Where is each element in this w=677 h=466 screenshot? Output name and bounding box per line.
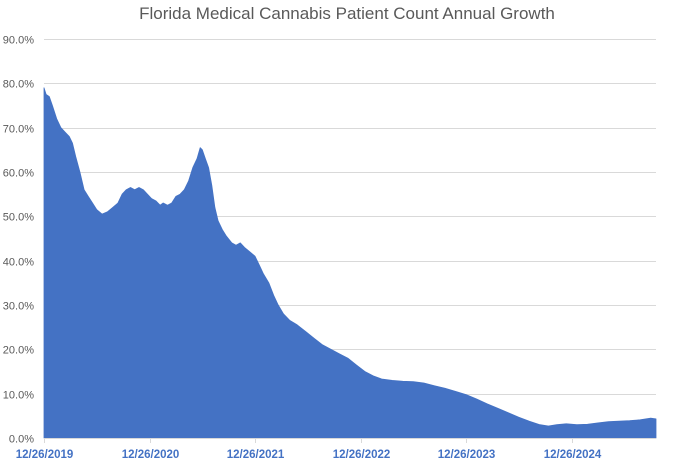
y-tick-label: 80.0%: [3, 79, 34, 91]
y-tick-label: 30.0%: [3, 301, 34, 313]
y-tick-label: 20.0%: [3, 345, 34, 357]
x-tick-label: 12/26/2023: [438, 449, 496, 461]
y-tick-label: 10.0%: [3, 390, 34, 402]
x-tick-label: 12/26/2021: [227, 449, 285, 461]
x-tick-label: 12/26/2022: [333, 449, 391, 461]
y-tick-label: 40.0%: [3, 257, 34, 269]
y-tick-label: 60.0%: [3, 168, 34, 180]
y-tick-label: 50.0%: [3, 212, 34, 224]
y-tick-label: 70.0%: [3, 124, 34, 136]
x-tick-label: 12/26/2019: [16, 449, 74, 461]
x-tick-label: 12/26/2024: [544, 449, 602, 461]
chart-title: Florida Medical Cannabis Patient Count A…: [139, 4, 555, 23]
y-tick-label: 0.0%: [9, 434, 34, 446]
x-axis-tick-labels: 12/26/2019 12/26/2020 12/26/2021 12/26/2022…: [16, 449, 602, 461]
y-axis-tick-labels: 0.0% 10.0% 20.0% 30.0% 40.0% 50.0% 60.0% 70.0% 8…: [3, 35, 34, 446]
x-axis: [44, 438, 656, 443]
area-series: [43, 87, 657, 439]
y-tick-label: 90.0%: [3, 35, 34, 47]
x-tick-label: 12/26/2020: [122, 449, 180, 461]
area-fill: [43, 87, 657, 439]
